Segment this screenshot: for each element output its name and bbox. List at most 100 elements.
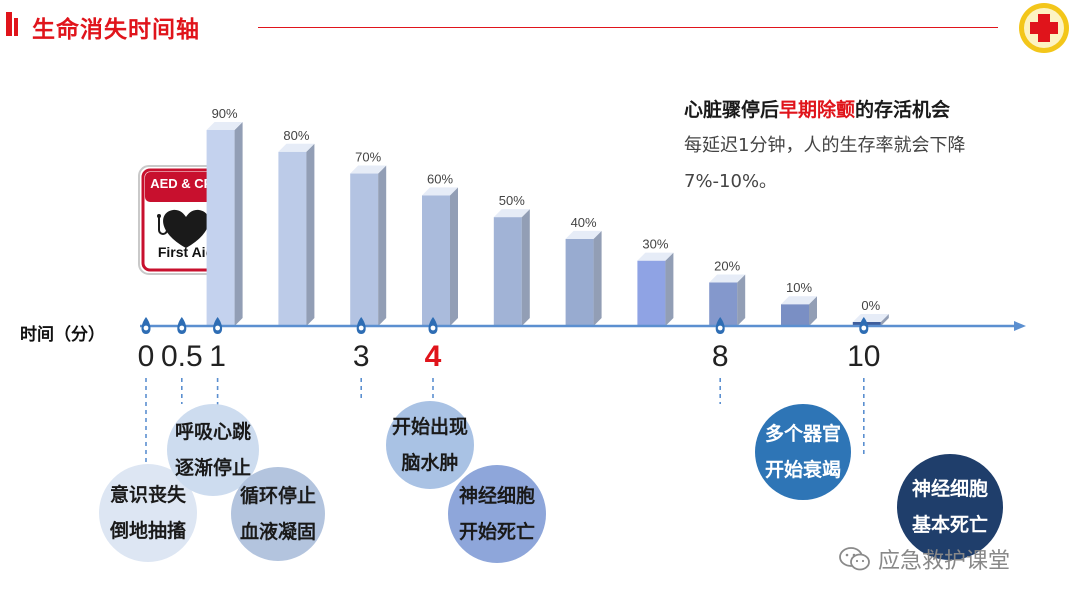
bar-side: [737, 274, 746, 326]
marker-dot: [358, 325, 364, 331]
note-heading-highlight: 早期除颤: [779, 99, 856, 121]
event-line2: 脑水肿: [401, 452, 459, 474]
event-bubble: 神经细胞 开始死亡: [448, 465, 546, 563]
bar-top: [709, 274, 746, 283]
bar-top: [852, 314, 889, 322]
bar-top: [350, 165, 387, 174]
note-heading: 心脏骤停后早期除颤的存活机会: [684, 96, 1024, 124]
watermark: 应急救护课堂: [838, 543, 1010, 575]
bar-value-label: 70%: [355, 150, 381, 165]
event-bubble: 意识丧失 倒地抽搐: [99, 464, 197, 562]
event-line1: 神经细胞: [911, 478, 988, 500]
bar-top: [206, 122, 243, 130]
aed-sign-line1: AED & CPR: [150, 176, 222, 191]
bar-side: [306, 143, 315, 326]
bar-value-label: 80%: [283, 128, 309, 143]
bar-side: [521, 209, 530, 326]
event-line1: 神经细胞: [458, 485, 535, 507]
event-line2: 逐渐停止: [174, 457, 251, 479]
page-title: 生命消失时间轴: [32, 17, 200, 43]
event-bubble: 开始出现 脑水肿: [386, 401, 474, 489]
title-accent-bar-small: [14, 18, 18, 36]
bar-9: [781, 296, 817, 326]
tick-label: 8: [711, 340, 729, 373]
bar-3: [350, 165, 387, 326]
bar-face: [350, 173, 379, 326]
marker-dot: [430, 325, 436, 331]
bar-top: [278, 143, 315, 152]
bar-value-label: 20%: [714, 258, 740, 273]
bar-top: [422, 187, 458, 196]
header-divider: [258, 27, 998, 28]
red-cross-logo: [1019, 3, 1069, 53]
bar-side: [809, 296, 817, 326]
tick-label: 1: [209, 340, 226, 373]
bar-side: [378, 165, 387, 326]
bar-value-label: 50%: [499, 193, 525, 208]
event-line1: 开始出现: [391, 416, 468, 438]
timeline-marker: [428, 317, 438, 334]
bar-top: [781, 296, 817, 305]
bar-side: [880, 314, 889, 326]
event-line2: 基本死亡: [911, 514, 988, 536]
bar-face: [206, 130, 235, 326]
marker-dot: [179, 325, 185, 331]
marker-dot: [861, 325, 867, 331]
bar-face: [709, 282, 738, 326]
title-accent-bar: [6, 12, 12, 36]
event-line1: 多个器官: [764, 423, 841, 445]
event-line2: 倒地抽搐: [109, 520, 186, 542]
tick-label: 0.5: [160, 340, 203, 373]
note-heading-prefix: 心脏骤停后: [684, 99, 780, 121]
timeline-marker: [177, 317, 187, 334]
tick-label: 4: [424, 340, 442, 373]
bar-face: [278, 151, 307, 326]
bar-top: [493, 209, 530, 218]
event-line2: 开始衰竭: [764, 459, 841, 481]
note-body: 每延迟1分钟，人的生存率就会下降7%-10%。: [684, 135, 966, 192]
note-heading-suffix: 的存活机会: [855, 99, 951, 121]
timeline-marker: [356, 317, 366, 334]
bar-8: [709, 274, 746, 326]
event-bubble: 循环停止 血液凝固: [231, 467, 325, 561]
bar-value-label: 10%: [786, 280, 812, 295]
event-line1: 呼吸心跳: [174, 421, 251, 443]
event-line2: 血液凝固: [239, 521, 316, 543]
axis-title: 时间（分）: [20, 325, 105, 345]
timeline-marker: [859, 317, 869, 334]
bar-value-label: 30%: [642, 237, 668, 252]
bar-side: [450, 187, 458, 326]
bar-face: [493, 217, 522, 326]
marker-dot: [143, 325, 149, 331]
event-line1: 循环停止: [239, 485, 316, 507]
bar-6: [565, 230, 602, 326]
event-bubble: 呼吸心跳 逐渐停止: [167, 404, 259, 496]
bar-10: [852, 314, 889, 326]
marker-dot: [215, 325, 221, 331]
aed-sign-line2: First Aid: [157, 244, 215, 260]
event-bubble: 神经细胞 基本死亡: [897, 454, 1003, 560]
marker-dot: [717, 325, 723, 331]
bar-value-label: 60%: [427, 171, 453, 186]
bar-face: [565, 238, 594, 326]
bar-5: [493, 209, 530, 326]
timeline-marker: [213, 317, 223, 334]
watermark-text: 应急救护课堂: [878, 549, 1011, 574]
bar-face: [422, 195, 450, 326]
tick-label: 0: [137, 340, 155, 373]
timeline-marker: [141, 317, 151, 334]
bar-side: [593, 230, 602, 326]
bar-4: [422, 187, 458, 326]
tick-label: 3: [352, 340, 370, 373]
bar-face: [637, 260, 666, 326]
bar-face: [781, 304, 809, 326]
bar-value-label: 40%: [571, 215, 597, 230]
bar-side: [665, 252, 674, 326]
bar-2: [278, 143, 315, 326]
event-line2: 开始死亡: [458, 521, 535, 543]
event-bubble: 多个器官 开始衰竭: [755, 404, 851, 500]
bar-top: [637, 252, 674, 261]
event-line1: 意识丧失: [109, 484, 186, 506]
bar-1: [206, 122, 243, 326]
